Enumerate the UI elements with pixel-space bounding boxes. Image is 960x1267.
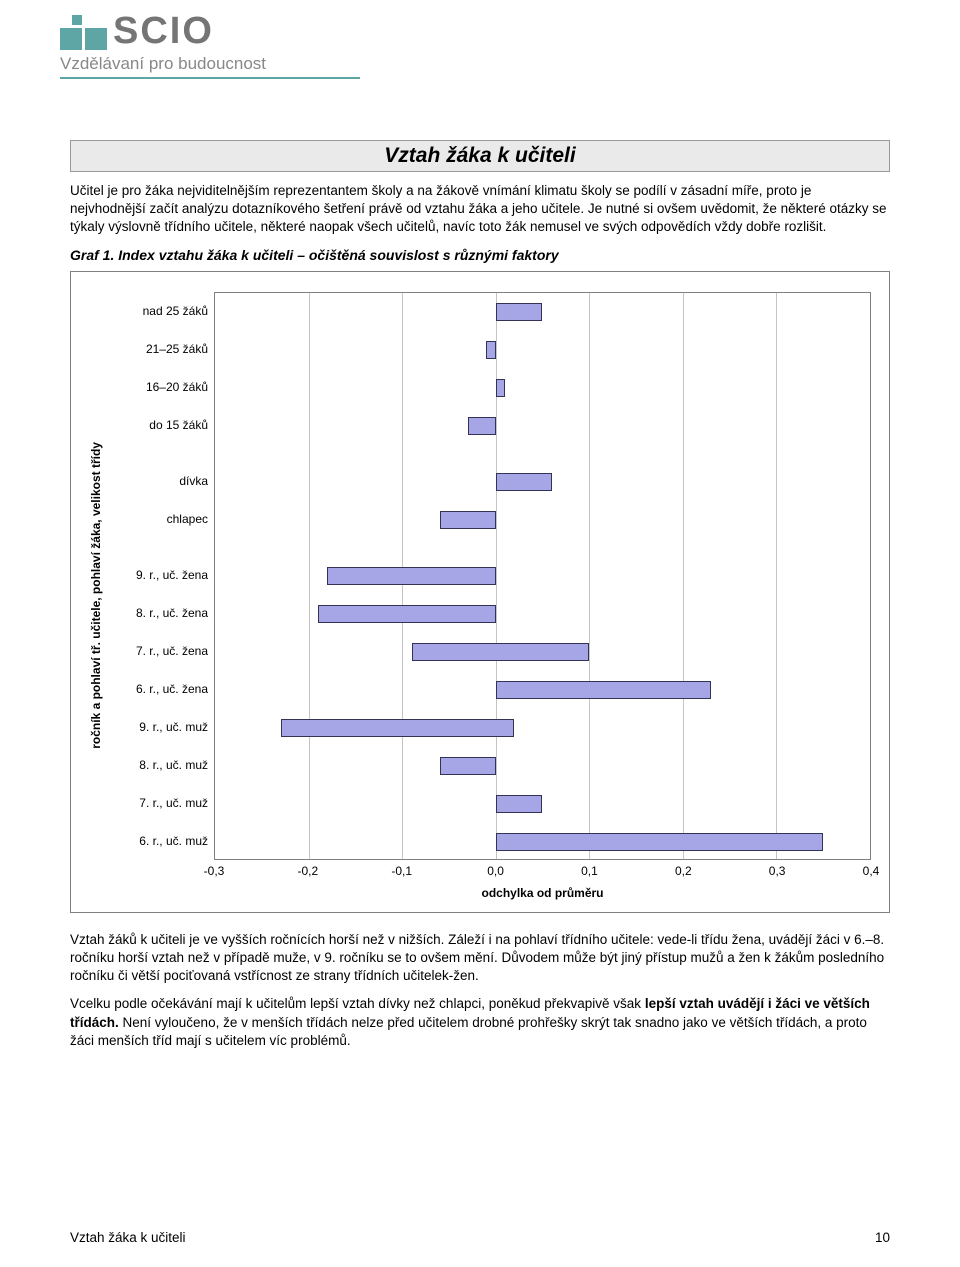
page-title: Vztah žáka k učiteli xyxy=(70,140,890,172)
x-ticks: -0,3-0,2-0,10,00,10,20,30,4 xyxy=(214,864,871,882)
gridline xyxy=(589,293,590,859)
plot-row: nad 25 žáků21–25 žáků16–20 žákůdo 15 žák… xyxy=(109,292,871,860)
category-label: 21–25 žáků xyxy=(109,330,214,368)
gridline xyxy=(683,293,684,859)
logo-small-square xyxy=(72,15,82,25)
category-label: 9. r., uč. žena xyxy=(109,556,214,594)
gridline xyxy=(309,293,310,859)
logo-tagline: Vzdělávaní pro budoucnost xyxy=(60,54,360,79)
y-axis-label: ročník a pohlaví tř. učitele, pohlaví žá… xyxy=(89,442,103,749)
bar xyxy=(496,795,543,813)
gridline xyxy=(776,293,777,859)
bar xyxy=(440,511,496,529)
category-label: nad 25 žáků xyxy=(109,292,214,330)
logo-row: SCIO xyxy=(60,12,360,50)
chart-caption: Graf 1. Index vztahu žáka k učiteli – oč… xyxy=(70,247,890,263)
page-footer: Vztah žáka k učiteli 10 xyxy=(70,1230,890,1245)
para3-part-c: Není vyloučeno, že v menších třídách nel… xyxy=(70,1015,867,1048)
category-label: 6. r., uč. muž xyxy=(109,822,214,860)
logo-block: SCIO Vzdělávaní pro budoucnost xyxy=(60,12,360,79)
bar xyxy=(440,757,496,775)
bar xyxy=(281,719,515,737)
analysis-paragraph-1: Vztah žáků k učiteli je ve vyšších roční… xyxy=(70,931,890,986)
document-page: SCIO Vzdělávaní pro budoucnost Vztah žák… xyxy=(0,0,960,1267)
bar xyxy=(468,417,496,435)
analysis-paragraph-2: Vcelku podle očekávání mají k učitelům l… xyxy=(70,995,890,1050)
category-label: 9. r., uč. muž xyxy=(109,708,214,746)
bar xyxy=(327,567,495,585)
bar xyxy=(412,643,590,661)
gridline xyxy=(496,293,497,859)
bar xyxy=(496,833,824,851)
logo-word: SCIO xyxy=(113,12,214,50)
chart: ročník a pohlaví tř. učitele, pohlaví žá… xyxy=(89,292,871,900)
x-tick-label: 0,4 xyxy=(863,864,880,878)
x-tick-label: -0,2 xyxy=(298,864,319,878)
x-tick-label: -0,1 xyxy=(391,864,412,878)
chart-body: nad 25 žáků21–25 žáků16–20 žákůdo 15 žák… xyxy=(109,292,871,900)
logo-square-1 xyxy=(60,28,82,50)
bar xyxy=(496,303,543,321)
category-label: dívka xyxy=(109,462,214,500)
bar xyxy=(318,605,496,623)
x-tick-label: 0,2 xyxy=(675,864,692,878)
bar xyxy=(496,473,552,491)
category-label: 7. r., uč. žena xyxy=(109,632,214,670)
intro-paragraph: Učitel je pro žáka nejviditelnějším repr… xyxy=(70,182,890,237)
x-tick-label: -0,3 xyxy=(204,864,225,878)
x-axis-label: odchylka od průměru xyxy=(214,886,871,900)
bar xyxy=(496,681,711,699)
bar xyxy=(486,341,495,359)
category-label: chlapec xyxy=(109,500,214,538)
footer-left: Vztah žáka k učiteli xyxy=(70,1230,186,1245)
category-label: do 15 žáků xyxy=(109,406,214,444)
logo-square-2 xyxy=(85,28,107,50)
category-label: 16–20 žáků xyxy=(109,368,214,406)
footer-page-number: 10 xyxy=(875,1230,890,1245)
chart-frame: ročník a pohlaví tř. učitele, pohlaví žá… xyxy=(70,271,890,913)
category-label: 7. r., uč. muž xyxy=(109,784,214,822)
bar xyxy=(496,379,505,397)
category-label: 8. r., uč. žena xyxy=(109,594,214,632)
plot-area xyxy=(214,292,871,860)
x-tick-label: 0,0 xyxy=(487,864,504,878)
x-tick-label: 0,1 xyxy=(581,864,598,878)
category-label: 6. r., uč. žena xyxy=(109,670,214,708)
category-label: 8. r., uč. muž xyxy=(109,746,214,784)
para3-part-a: Vcelku podle očekávání mají k učitelům l… xyxy=(70,996,645,1011)
x-tick-label: 0,3 xyxy=(769,864,786,878)
content-area: Vztah žáka k učiteli Učitel je pro žáka … xyxy=(70,140,890,1060)
category-labels: nad 25 žáků21–25 žáků16–20 žákůdo 15 žák… xyxy=(109,292,214,860)
